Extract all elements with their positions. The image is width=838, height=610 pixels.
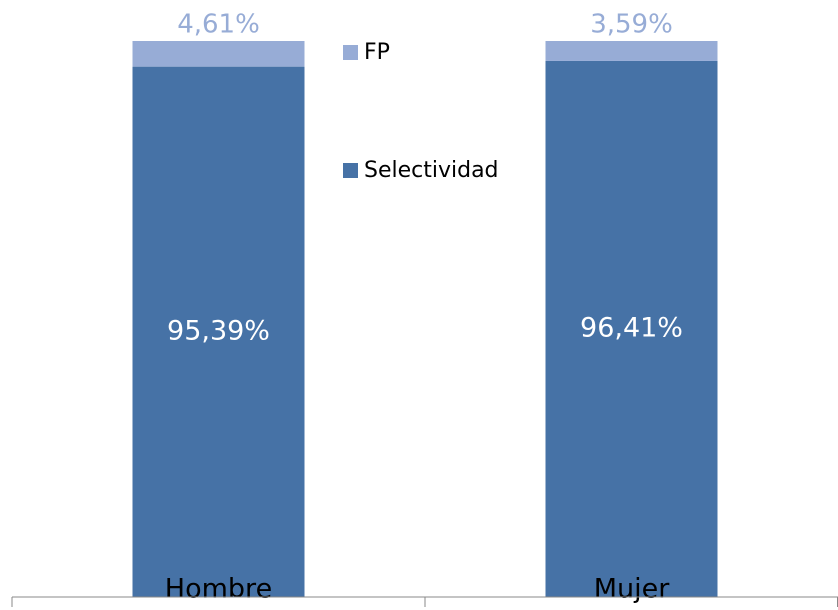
x-tick-label: Mujer (594, 574, 671, 605)
value-label: 4,61% (177, 10, 260, 40)
legend-swatch (343, 45, 358, 60)
legend-label: Selectividad (364, 158, 499, 183)
value-label: 95,39% (167, 315, 270, 346)
value-label: 3,59% (590, 10, 673, 40)
bar-segment (545, 60, 718, 598)
value-label: 96,41% (580, 312, 683, 343)
legend-label: FP (364, 40, 390, 65)
bar-segment (132, 66, 305, 598)
bar-segment (545, 41, 718, 61)
legend-swatch (343, 163, 358, 178)
x-tick-label: Hombre (165, 574, 272, 605)
bar-segment (132, 41, 305, 67)
